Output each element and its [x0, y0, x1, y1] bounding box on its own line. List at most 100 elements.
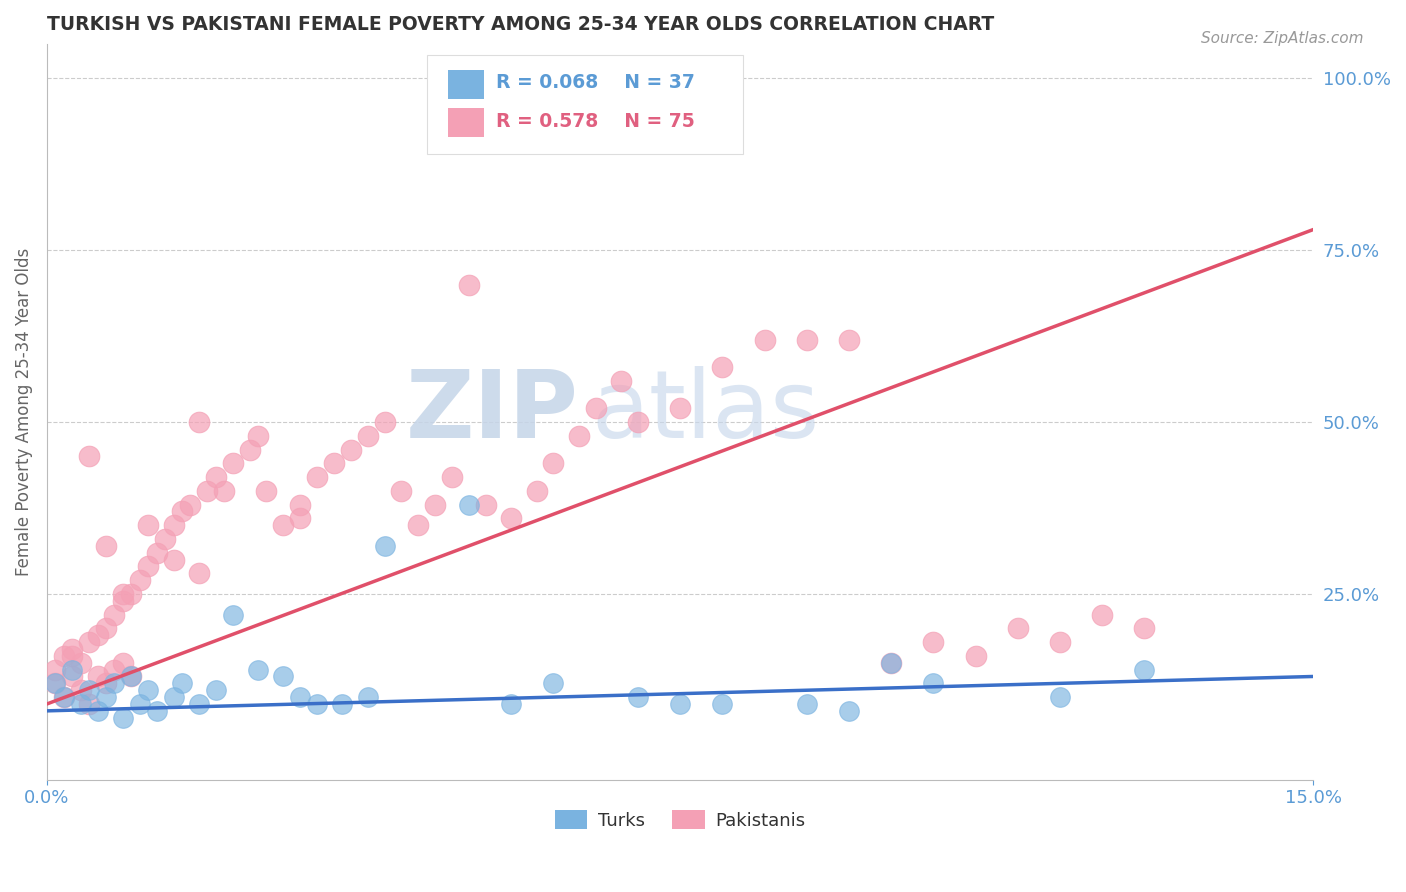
Point — [145, 704, 167, 718]
Point — [568, 429, 591, 443]
Point — [1049, 635, 1071, 649]
Text: atlas: atlas — [592, 366, 820, 458]
Point — [501, 697, 523, 711]
Point — [162, 552, 184, 566]
Point — [796, 697, 818, 711]
Point — [475, 498, 498, 512]
Point — [120, 669, 142, 683]
Point — [627, 690, 650, 705]
Text: R = 0.578    N = 75: R = 0.578 N = 75 — [496, 112, 695, 130]
Point — [94, 676, 117, 690]
Point — [221, 607, 243, 622]
Point — [441, 470, 464, 484]
Point — [111, 587, 134, 601]
Point — [669, 697, 692, 711]
Point — [585, 401, 607, 416]
Point — [136, 559, 159, 574]
Point — [187, 415, 209, 429]
Point — [1049, 690, 1071, 705]
Point — [627, 415, 650, 429]
Point — [1007, 621, 1029, 635]
Point — [44, 676, 66, 690]
Point — [1133, 621, 1156, 635]
Point — [271, 669, 294, 683]
Point — [52, 690, 75, 705]
Point — [120, 587, 142, 601]
Text: R = 0.068    N = 37: R = 0.068 N = 37 — [496, 73, 696, 93]
Point — [711, 697, 734, 711]
Point — [103, 663, 125, 677]
Point — [103, 607, 125, 622]
Point — [425, 498, 447, 512]
Point — [44, 676, 66, 690]
Point — [187, 697, 209, 711]
Point — [77, 635, 100, 649]
Point — [187, 566, 209, 581]
Point — [838, 704, 860, 718]
Point — [374, 415, 396, 429]
Point — [254, 483, 277, 498]
Point — [94, 621, 117, 635]
Point — [44, 663, 66, 677]
Point — [162, 518, 184, 533]
Text: TURKISH VS PAKISTANI FEMALE POVERTY AMONG 25-34 YEAR OLDS CORRELATION CHART: TURKISH VS PAKISTANI FEMALE POVERTY AMON… — [46, 15, 994, 34]
Text: Source: ZipAtlas.com: Source: ZipAtlas.com — [1201, 31, 1364, 46]
Point — [711, 359, 734, 374]
Point — [60, 669, 83, 683]
Point — [458, 277, 481, 292]
Point — [246, 429, 269, 443]
Point — [52, 690, 75, 705]
Point — [543, 456, 565, 470]
Point — [69, 683, 91, 698]
Text: ZIP: ZIP — [406, 366, 579, 458]
Point — [77, 697, 100, 711]
FancyBboxPatch shape — [427, 55, 744, 154]
Point — [153, 532, 176, 546]
Point — [136, 683, 159, 698]
Point — [86, 704, 108, 718]
Point — [796, 333, 818, 347]
Point — [238, 442, 260, 457]
Point — [543, 676, 565, 690]
Point — [526, 483, 548, 498]
Point — [212, 483, 235, 498]
Point — [170, 676, 193, 690]
Point — [145, 546, 167, 560]
Point — [305, 697, 328, 711]
Point — [69, 656, 91, 670]
Point — [221, 456, 243, 470]
Point — [246, 663, 269, 677]
Point — [111, 594, 134, 608]
Point — [77, 450, 100, 464]
Point — [204, 470, 226, 484]
Legend: Turks, Pakistanis: Turks, Pakistanis — [547, 803, 813, 837]
Point — [111, 656, 134, 670]
Point — [880, 656, 903, 670]
Point — [391, 483, 413, 498]
Point — [754, 333, 776, 347]
Point — [357, 690, 380, 705]
Point — [332, 697, 354, 711]
Point — [922, 676, 945, 690]
Point — [204, 683, 226, 698]
Point — [77, 683, 100, 698]
Point — [880, 656, 903, 670]
Point — [179, 498, 201, 512]
Point — [669, 401, 692, 416]
FancyBboxPatch shape — [449, 108, 484, 137]
Point — [52, 648, 75, 663]
Point — [170, 504, 193, 518]
Point — [1091, 607, 1114, 622]
Point — [610, 374, 633, 388]
Point — [288, 498, 311, 512]
Point — [922, 635, 945, 649]
Point — [86, 628, 108, 642]
Point — [162, 690, 184, 705]
Point — [323, 456, 346, 470]
Point — [357, 429, 380, 443]
Point — [195, 483, 218, 498]
Point — [103, 676, 125, 690]
Point — [128, 573, 150, 587]
Point — [136, 518, 159, 533]
Point — [60, 663, 83, 677]
